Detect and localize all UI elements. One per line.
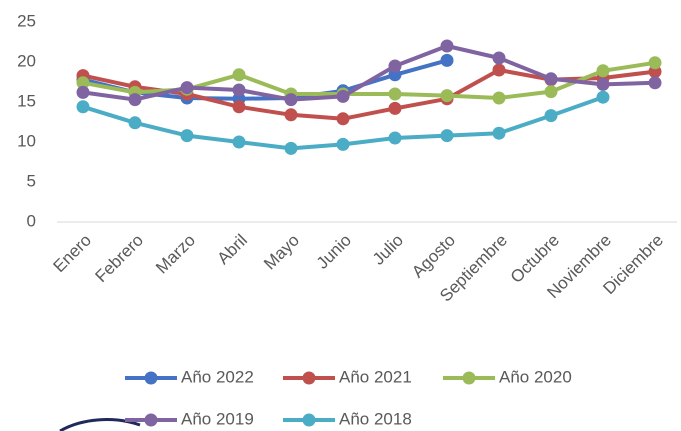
data-point [76,85,90,99]
data-point [388,59,402,73]
data-point [180,81,194,95]
x-tick-label: Junio [313,231,355,273]
data-point [128,93,142,107]
x-tick-label: Abril [214,231,251,268]
data-point [336,112,350,126]
x-tick-label: Agosto [408,231,459,282]
data-point [596,64,610,78]
x-tick-label: Febrero [91,231,147,287]
y-tick-label: 20 [17,51,36,70]
data-point [492,91,506,105]
x-tick-label: Mayo [260,231,303,274]
data-point [284,108,298,122]
logo-fragment [59,418,141,431]
data-point [648,76,662,90]
y-tick-label: 25 [17,11,36,30]
data-point [440,129,454,143]
data-point [492,126,506,140]
y-tick-label: 15 [17,91,36,110]
legend-marker [144,371,158,385]
data-point [232,135,246,149]
data-point [232,100,246,114]
data-point [76,100,90,114]
data-point [648,56,662,70]
data-point [544,85,558,99]
y-tick-label: 0 [27,211,36,230]
data-point [284,141,298,155]
data-point [440,39,454,53]
legend-label: Año 2020 [499,367,572,386]
data-point [336,137,350,151]
y-tick-label: 10 [17,131,36,150]
legend-marker [302,413,316,427]
data-point [180,129,194,143]
data-point [596,90,610,104]
data-point [388,87,402,101]
legend-marker [302,371,316,385]
data-point [388,131,402,145]
data-point [596,77,610,91]
data-point [440,53,454,67]
data-point [544,109,558,123]
data-point [544,72,558,86]
data-point [492,63,506,77]
data-point [128,116,142,130]
legend-marker [462,371,476,385]
data-point [492,51,506,65]
legend-marker [144,413,158,427]
y-tick-label: 5 [27,171,36,190]
data-point [76,76,90,90]
legend-label: Año 2018 [339,409,412,428]
legend-label: Año 2021 [339,367,412,386]
series-line [82,44,656,102]
legend-label: Año 2022 [181,367,254,386]
data-point [440,89,454,103]
legend-label: Año 2019 [181,409,254,428]
x-tick-label: Enero [49,231,95,277]
data-point [388,101,402,115]
x-tick-label: Julio [369,231,407,269]
data-point [232,68,246,82]
data-point [232,83,246,97]
data-point [336,89,350,103]
x-tick-label: Marzo [152,231,199,278]
data-point [284,93,298,107]
